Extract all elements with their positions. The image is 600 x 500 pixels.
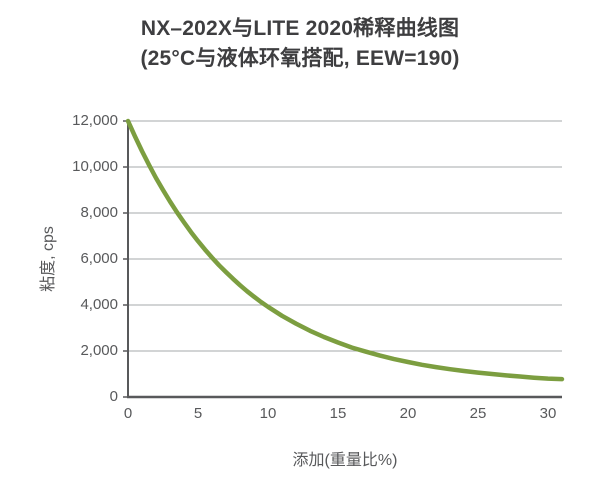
y-tick-label: 10,000 (72, 158, 118, 175)
y-tick-label: 12,000 (72, 112, 118, 129)
chart-title-block: NX–202X与LITE 2020稀释曲线图 (25°C与液体环氧搭配, EEW… (0, 14, 600, 74)
x-tick-label: 30 (539, 405, 557, 422)
y-axis-title: 粘度, cps (40, 226, 57, 292)
y-tick-label: 4,000 (80, 296, 118, 313)
x-tick-label: 5 (193, 405, 203, 422)
chart-title: NX–202X与LITE 2020稀释曲线图 (140, 17, 460, 40)
y-tick-label: 8,000 (80, 204, 118, 221)
y-tick-label: 2,000 (80, 342, 118, 359)
x-tick-label: 25 (469, 405, 487, 422)
x-tick-label: 20 (399, 405, 417, 422)
y-tick-label: 0 (109, 388, 118, 405)
chart-subtitle: (25°C与液体环氧搭配, EEW=190) (140, 47, 460, 70)
x-tick-label: 15 (329, 405, 347, 422)
x-tick-label: 10 (259, 405, 277, 422)
x-tick-label: 0 (123, 405, 133, 422)
y-tick-label: 6,000 (80, 250, 118, 267)
dilution-curve-line (125, 118, 565, 382)
x-axis-title: 添加(重量比%) (292, 452, 398, 469)
